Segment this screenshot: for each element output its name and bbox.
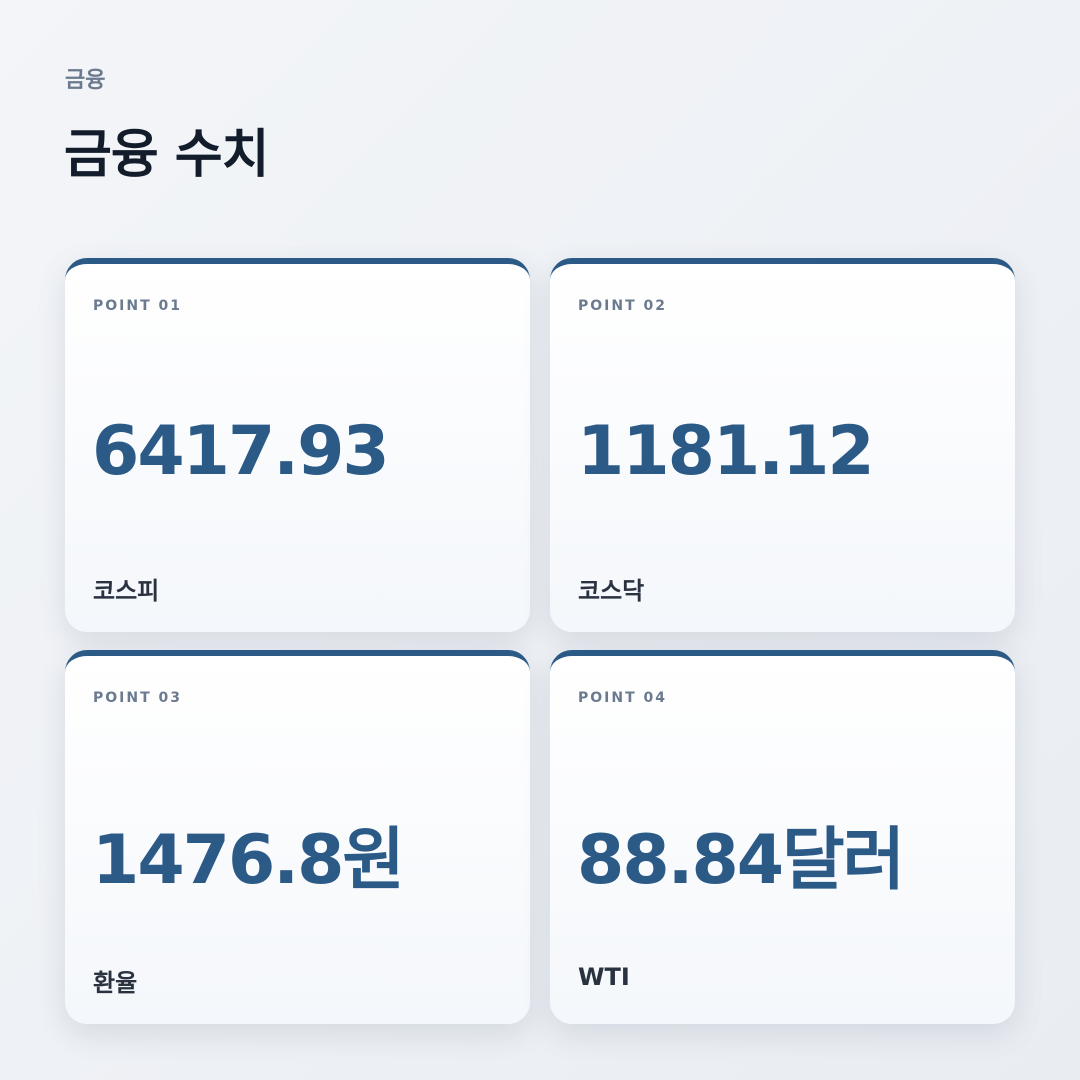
metric-label: 코스피 (93, 577, 160, 605)
metric-value: 1476.8원 (92, 821, 405, 900)
page-title: 금융 수치 (64, 125, 269, 185)
metric-card-kosdaq: POINT 02 1181.12 코스닥 (550, 258, 1015, 632)
metric-value: 6417.93 (92, 412, 390, 491)
metric-card-exchange-rate: POINT 03 1476.8원 환율 (65, 650, 530, 1024)
metric-label: WTI (578, 963, 630, 991)
metric-value: 1181.12 (577, 412, 875, 491)
metric-card-wti: POINT 04 88.84달러 WTI (550, 650, 1015, 1024)
section-eyebrow: 금융 (65, 68, 106, 93)
point-label: POINT 02 (578, 298, 667, 314)
metric-label: 코스닥 (578, 577, 645, 605)
point-label: POINT 04 (578, 690, 667, 706)
metric-card-kospi: POINT 01 6417.93 코스피 (65, 258, 530, 632)
metric-value: 88.84달러 (577, 821, 905, 900)
point-label: POINT 03 (93, 690, 182, 706)
metric-label: 환율 (93, 969, 138, 997)
point-label: POINT 01 (93, 298, 182, 314)
